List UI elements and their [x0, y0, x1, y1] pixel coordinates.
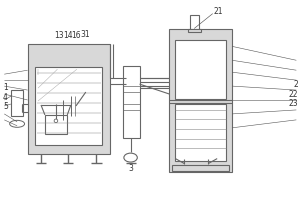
Text: 16: 16	[71, 31, 81, 40]
Ellipse shape	[54, 119, 58, 123]
Bar	[169, 28, 232, 172]
Text: 4: 4	[3, 93, 8, 102]
Text: 13: 13	[54, 31, 64, 40]
Bar	[35, 67, 102, 145]
Text: 14: 14	[63, 31, 73, 40]
Text: 1: 1	[3, 83, 8, 92]
Bar	[45, 115, 67, 134]
Bar	[11, 90, 23, 116]
Ellipse shape	[124, 153, 137, 162]
Bar	[176, 40, 226, 99]
Text: 21: 21	[213, 7, 223, 16]
Bar	[172, 165, 229, 171]
Bar	[190, 15, 199, 29]
Text: 5: 5	[3, 102, 8, 111]
Text: 3: 3	[128, 164, 133, 173]
Ellipse shape	[10, 120, 25, 127]
Bar	[176, 104, 226, 161]
Text: 22: 22	[288, 90, 298, 99]
Bar	[123, 66, 140, 138]
Text: 2: 2	[293, 80, 298, 89]
Bar	[28, 44, 110, 154]
Bar	[188, 28, 201, 32]
Text: 23: 23	[288, 99, 298, 108]
Text: 31: 31	[80, 30, 90, 39]
